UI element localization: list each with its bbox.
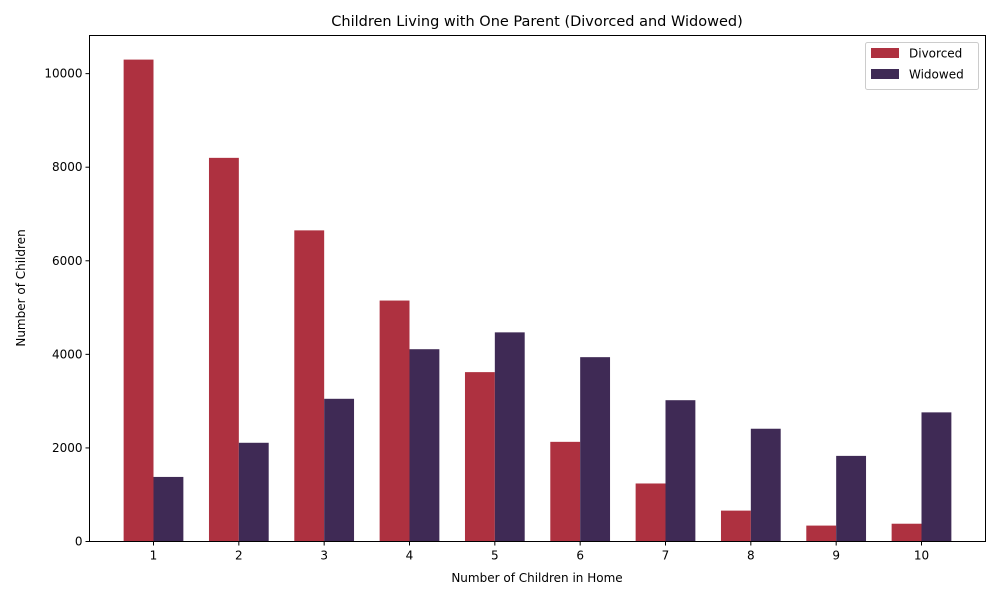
- y-axis-label: Number of Children: [14, 229, 28, 346]
- y-tick-label: 0: [75, 535, 83, 549]
- x-tick-label: 9: [832, 549, 840, 563]
- x-axis-label: Number of Children in Home: [451, 571, 622, 585]
- bar-widowed-8: [750, 428, 781, 542]
- bar-widowed-4: [409, 349, 440, 542]
- bar-widowed-2: [238, 442, 269, 542]
- bar-divorced-2: [208, 157, 239, 542]
- bar-divorced-5: [464, 372, 495, 542]
- x-tick-label: 6: [576, 549, 584, 563]
- bar-widowed-1: [153, 476, 184, 542]
- bar-widowed-6: [580, 357, 611, 542]
- bar-widowed-7: [665, 400, 696, 542]
- bars-layer: [123, 59, 952, 542]
- x-tick-label: 3: [320, 549, 328, 563]
- y-tick-label: 2000: [52, 441, 83, 455]
- x-tick-label: 4: [406, 549, 414, 563]
- bar-divorced-4: [379, 300, 410, 542]
- legend: Divorced Widowed: [865, 42, 979, 90]
- axes-layer: [89, 35, 986, 542]
- legend-swatch-divorced: [871, 48, 899, 58]
- y-tick-label: 4000: [52, 347, 83, 361]
- x-tick-label: 1: [150, 549, 158, 563]
- bar-divorced-6: [550, 441, 581, 542]
- y-tick-label: 6000: [52, 254, 83, 268]
- bar-divorced-9: [806, 525, 837, 542]
- chart-title: Children Living with One Parent (Divorce…: [331, 14, 743, 30]
- bar-widowed-10: [921, 412, 952, 542]
- legend-label-divorced: Divorced: [909, 47, 962, 61]
- x-tick-label: 5: [491, 549, 499, 563]
- bar-widowed-5: [494, 332, 525, 542]
- bar-divorced-8: [720, 510, 751, 542]
- legend-entries: Divorced Widowed: [871, 47, 964, 82]
- bar-divorced-3: [294, 230, 325, 542]
- y-tick-label: 10000: [44, 67, 82, 81]
- plot-frame: [89, 35, 986, 542]
- x-axis-ticks: 1 2 3 4 5 6 7 8 9 10: [150, 541, 929, 563]
- x-tick-label: 10: [914, 549, 929, 563]
- y-tick-label: 8000: [52, 160, 83, 174]
- y-axis-ticks: 0 2000 4000 6000 8000 10000: [44, 67, 90, 549]
- x-tick-label: 2: [235, 549, 243, 563]
- bar-widowed-3: [324, 398, 355, 542]
- bar-widowed-9: [836, 455, 867, 542]
- bar-divorced-1: [123, 59, 154, 542]
- legend-swatch-widowed: [871, 69, 899, 79]
- x-tick-label: 8: [747, 549, 755, 563]
- bar-divorced-10: [891, 523, 922, 542]
- x-tick-label: 7: [662, 549, 670, 563]
- legend-label-widowed: Widowed: [909, 68, 964, 82]
- bar-divorced-7: [635, 483, 666, 542]
